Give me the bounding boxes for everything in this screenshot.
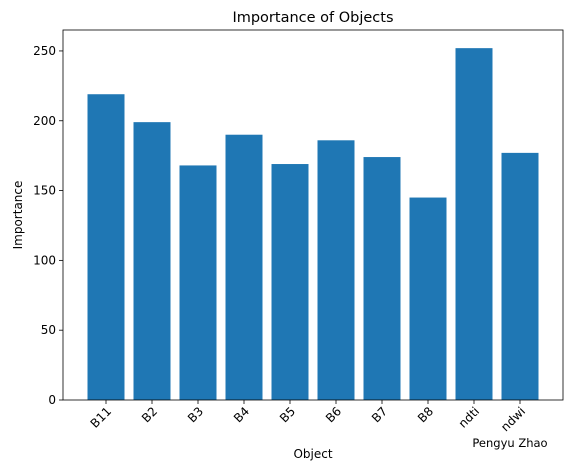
y-axis-label: Importance [11,181,25,250]
bar-B3 [179,165,217,400]
x-tick-label: B7 [369,404,390,425]
x-tick-label: B6 [323,404,344,425]
bar-B8 [409,197,447,400]
y-tick-label: 250 [33,44,56,58]
bar-B2 [133,122,171,400]
y-tick-label: 100 [33,253,56,267]
bar-ndwi [501,152,539,400]
y-tick-label: 150 [33,184,56,198]
bar-B7 [363,157,401,400]
bar-ndti [455,48,493,401]
y-tick-label: 50 [41,323,56,337]
x-tick-label: B3 [185,404,206,425]
x-tick-label: B5 [277,404,298,425]
x-tick-label: B4 [231,404,252,425]
bar-B5 [271,164,309,400]
bar-B4 [225,134,263,400]
x-tick-label: B2 [139,404,160,425]
watermark-text: Pengyu Zhao [472,436,547,450]
x-axis: B11 B2 B3 B4 B5 B6 B7 B8 ndti ndwi [88,400,528,434]
bar-B11 [87,94,125,401]
x-tick-label: ndti [456,404,482,430]
bars-group [87,48,539,401]
y-tick-label: 0 [48,393,56,407]
x-tick-label: ndwi [498,404,528,434]
plot-frame [62,29,564,401]
x-tick-label: B8 [415,404,436,425]
y-axis: 0 50 100 150 200 250 [33,44,63,407]
chart-title: Importance of Objects [232,10,393,26]
x-tick-label: B11 [88,404,115,431]
y-tick-label: 200 [33,114,56,128]
x-axis-label: Object [293,447,332,461]
bar-B6 [317,140,355,400]
